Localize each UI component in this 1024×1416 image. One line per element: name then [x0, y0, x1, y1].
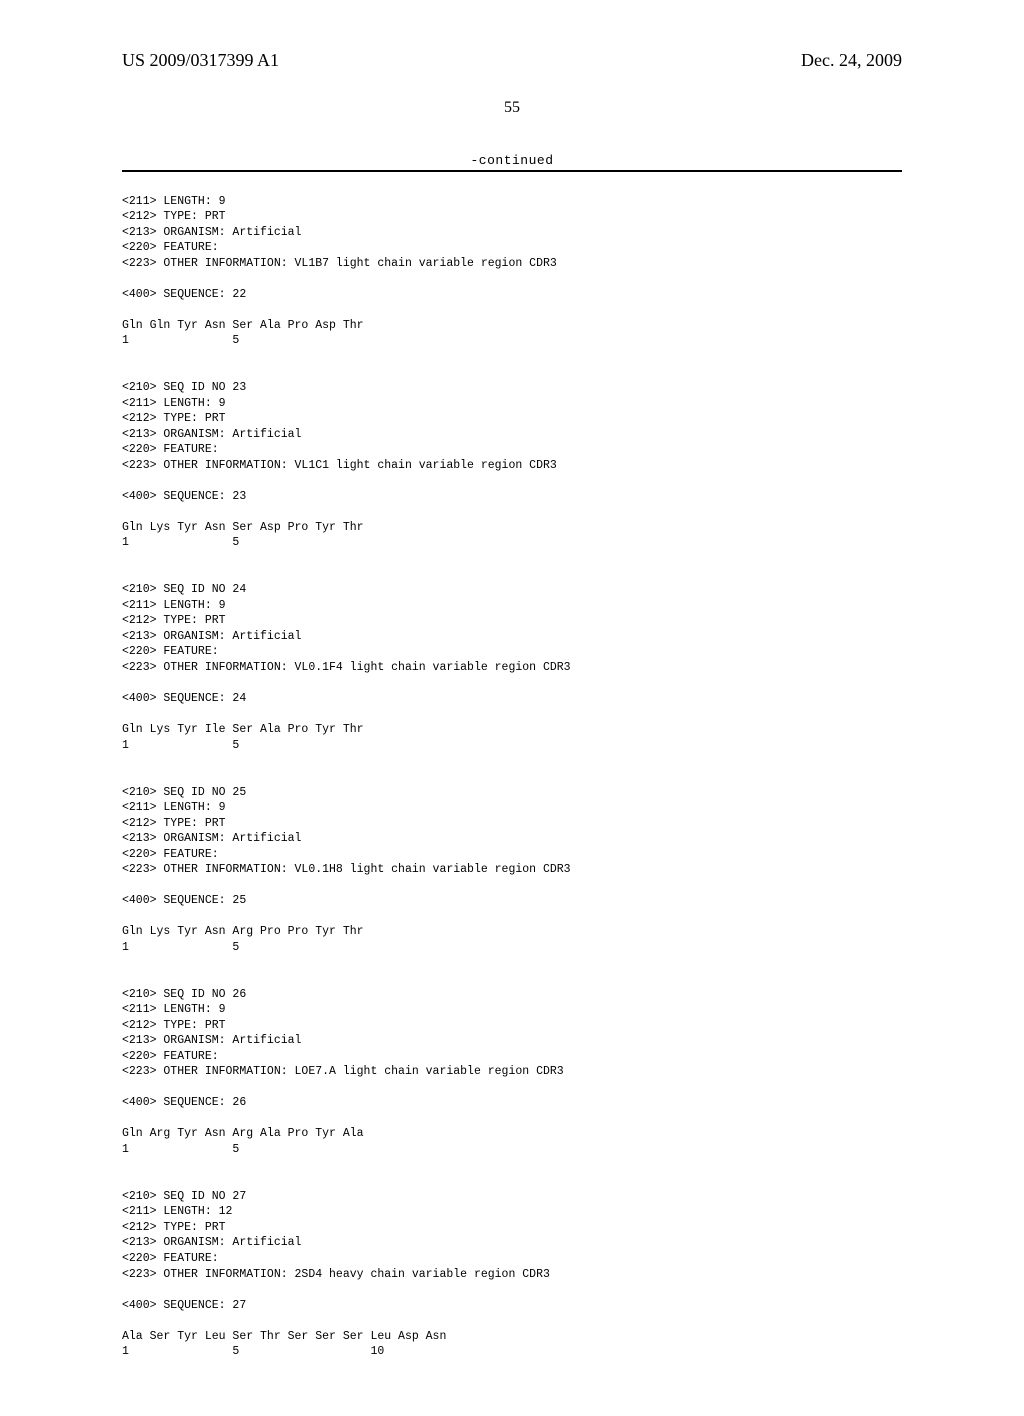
- sequence-entry: <210> SEQ ID NO 25 <211> LENGTH: 9 <212>…: [122, 769, 902, 955]
- entry-header-line: <212> TYPE: PRT: [122, 1221, 226, 1234]
- sequence-text: Ala Ser Tyr Leu Ser Thr Ser Ser Ser Leu …: [122, 1330, 446, 1343]
- entry-header-line: <213> ORGANISM: Artificial: [122, 1236, 301, 1249]
- entry-header-line: <211> LENGTH: 9: [122, 1003, 226, 1016]
- entry-header-line: <211> LENGTH: 12: [122, 1205, 232, 1218]
- horizontal-rule: [122, 170, 902, 172]
- entry-header-line: <213> ORGANISM: Artificial: [122, 226, 301, 239]
- sequence-text: Gln Gln Tyr Asn Ser Ala Pro Asp Thr: [122, 319, 364, 332]
- sequence-numbering: 1 5: [122, 536, 239, 549]
- entry-header-line: <213> ORGANISM: Artificial: [122, 1034, 301, 1047]
- sequence-label: <400> SEQUENCE: 27: [122, 1299, 246, 1312]
- sequence-text: Gln Lys Tyr Ile Ser Ala Pro Tyr Thr: [122, 723, 364, 736]
- sequence-numbering: 1 5: [122, 739, 239, 752]
- entry-header-line: <211> LENGTH: 9: [122, 397, 226, 410]
- sequence-text: Gln Lys Tyr Asn Arg Pro Pro Tyr Thr: [122, 925, 364, 938]
- continued-label: -continued: [122, 153, 902, 168]
- publication-date: Dec. 24, 2009: [801, 50, 902, 71]
- sequence-numbering: 1 5 10: [122, 1345, 384, 1358]
- entry-header-line: <220> FEATURE:: [122, 848, 219, 861]
- entry-header-line: <223> OTHER INFORMATION: VL0.1F4 light c…: [122, 661, 571, 674]
- sequence-label: <400> SEQUENCE: 23: [122, 490, 246, 503]
- publication-number: US 2009/0317399 A1: [122, 50, 279, 71]
- sequence-label: <400> SEQUENCE: 26: [122, 1096, 246, 1109]
- sequence-entry: <210> SEQ ID NO 27 <211> LENGTH: 12 <212…: [122, 1173, 902, 1359]
- sequence-text: Gln Arg Tyr Asn Arg Ala Pro Tyr Ala: [122, 1127, 364, 1140]
- sequence-label: <400> SEQUENCE: 25: [122, 894, 246, 907]
- sequence-numbering: 1 5: [122, 334, 239, 347]
- sequence-label: <400> SEQUENCE: 24: [122, 692, 246, 705]
- sequence-text: Gln Lys Tyr Asn Ser Asp Pro Tyr Thr: [122, 521, 364, 534]
- entry-header-line: <223> OTHER INFORMATION: VL1B7 light cha…: [122, 257, 557, 270]
- entry-header-line: <213> ORGANISM: Artificial: [122, 428, 301, 441]
- entry-header-line: <223> OTHER INFORMATION: LOE7.A light ch…: [122, 1065, 564, 1078]
- sequence-entry: <210> SEQ ID NO 26 <211> LENGTH: 9 <212>…: [122, 971, 902, 1157]
- entry-header-line: <212> TYPE: PRT: [122, 614, 226, 627]
- page-container: US 2009/0317399 A1 Dec. 24, 2009 55 -con…: [0, 0, 1024, 1416]
- entry-header-line: <220> FEATURE:: [122, 241, 219, 254]
- entry-header-line: <223> OTHER INFORMATION: 2SD4 heavy chai…: [122, 1268, 550, 1281]
- entry-header-line: <210> SEQ ID NO 27: [122, 1190, 246, 1203]
- entry-header-line: <211> LENGTH: 9: [122, 195, 226, 208]
- entry-header-line: <211> LENGTH: 9: [122, 801, 226, 814]
- page-header: US 2009/0317399 A1 Dec. 24, 2009: [122, 50, 902, 71]
- entry-header-line: <220> FEATURE:: [122, 1252, 219, 1265]
- page-number: 55: [122, 99, 902, 117]
- entry-header-line: <220> FEATURE:: [122, 1050, 219, 1063]
- sequence-entry: <211> LENGTH: 9 <212> TYPE: PRT <213> OR…: [122, 178, 902, 349]
- entry-header-line: <211> LENGTH: 9: [122, 599, 226, 612]
- entry-header-line: <212> TYPE: PRT: [122, 1019, 226, 1032]
- entry-header-line: <210> SEQ ID NO 25: [122, 786, 246, 799]
- entry-header-line: <223> OTHER INFORMATION: VL0.1H8 light c…: [122, 863, 571, 876]
- entry-header-line: <212> TYPE: PRT: [122, 412, 226, 425]
- entry-header-line: <220> FEATURE:: [122, 443, 219, 456]
- sequence-numbering: 1 5: [122, 941, 239, 954]
- entry-header-line: <210> SEQ ID NO 26: [122, 988, 246, 1001]
- sequence-numbering: 1 5: [122, 1143, 239, 1156]
- entry-header-line: <212> TYPE: PRT: [122, 210, 226, 223]
- entry-header-line: <223> OTHER INFORMATION: VL1C1 light cha…: [122, 459, 557, 472]
- sequence-entry: <210> SEQ ID NO 24 <211> LENGTH: 9 <212>…: [122, 567, 902, 753]
- entry-header-line: <220> FEATURE:: [122, 645, 219, 658]
- entry-header-line: <210> SEQ ID NO 24: [122, 583, 246, 596]
- entry-header-line: <212> TYPE: PRT: [122, 817, 226, 830]
- entry-header-line: <210> SEQ ID NO 23: [122, 381, 246, 394]
- sequence-label: <400> SEQUENCE: 22: [122, 288, 246, 301]
- sequence-entry: <210> SEQ ID NO 23 <211> LENGTH: 9 <212>…: [122, 365, 902, 551]
- entry-header-line: <213> ORGANISM: Artificial: [122, 832, 301, 845]
- entry-header-line: <213> ORGANISM: Artificial: [122, 630, 301, 643]
